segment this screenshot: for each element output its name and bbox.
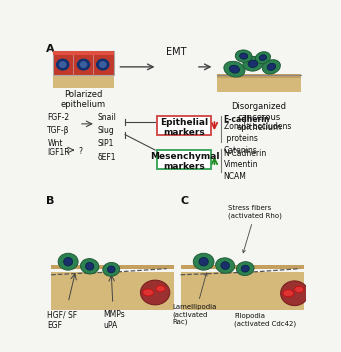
Text: FGF-2
TGF-β
Wnt: FGF-2 TGF-β Wnt [47, 113, 70, 149]
Ellipse shape [235, 50, 252, 62]
Ellipse shape [262, 59, 280, 74]
FancyBboxPatch shape [218, 75, 301, 92]
Ellipse shape [216, 258, 235, 273]
Text: Polarized
epithelium: Polarized epithelium [61, 90, 106, 109]
Ellipse shape [283, 290, 294, 297]
Text: A: A [46, 44, 55, 54]
Ellipse shape [259, 55, 267, 61]
FancyBboxPatch shape [53, 71, 114, 76]
Text: Snail
Slug
SIP1
δEF1: Snail Slug SIP1 δEF1 [98, 113, 116, 162]
Ellipse shape [77, 59, 90, 70]
Ellipse shape [97, 59, 109, 70]
FancyBboxPatch shape [218, 74, 301, 78]
Text: Stress fibers
(activated Rho): Stress fibers (activated Rho) [228, 206, 282, 253]
FancyBboxPatch shape [158, 116, 211, 136]
Text: ?: ? [79, 147, 83, 156]
Ellipse shape [295, 286, 304, 293]
Ellipse shape [221, 262, 229, 269]
Ellipse shape [59, 61, 66, 68]
Text: HGF/ SF
EGF: HGF/ SF EGF [47, 310, 77, 329]
Ellipse shape [241, 265, 249, 272]
Ellipse shape [229, 65, 239, 73]
Text: C: C [180, 196, 189, 206]
Text: E-cadherin: E-cadherin [224, 115, 270, 124]
FancyBboxPatch shape [53, 73, 114, 88]
Ellipse shape [103, 263, 120, 276]
Text: Disorganized
cancerous
epithelium: Disorganized cancerous epithelium [232, 102, 286, 132]
FancyBboxPatch shape [53, 51, 114, 55]
Text: MMPs
uPA: MMPs uPA [104, 310, 125, 329]
Ellipse shape [199, 257, 208, 266]
Ellipse shape [140, 280, 170, 305]
Ellipse shape [57, 59, 69, 70]
Text: B: B [46, 196, 54, 206]
Ellipse shape [80, 61, 87, 68]
Ellipse shape [58, 253, 78, 270]
Text: EMT: EMT [166, 47, 186, 57]
Ellipse shape [267, 63, 276, 70]
FancyBboxPatch shape [51, 272, 174, 310]
FancyBboxPatch shape [158, 150, 211, 169]
FancyBboxPatch shape [180, 272, 304, 310]
Text: Filopodia
(activated Cdc42): Filopodia (activated Cdc42) [235, 313, 297, 327]
Ellipse shape [156, 285, 165, 292]
Ellipse shape [64, 257, 73, 266]
Text: N-Cadherin
Vimentin
NCAM: N-Cadherin Vimentin NCAM [224, 149, 267, 181]
FancyBboxPatch shape [180, 265, 304, 269]
FancyBboxPatch shape [51, 265, 174, 269]
Ellipse shape [86, 263, 94, 270]
Text: Mesenchymal
markers: Mesenchymal markers [150, 152, 219, 171]
Ellipse shape [224, 61, 245, 77]
Ellipse shape [248, 60, 258, 68]
Text: Zonula occludens
 proteins
Catenins: Zonula occludens proteins Catenins [224, 122, 291, 155]
Ellipse shape [243, 56, 263, 71]
Text: IGF1R: IGF1R [47, 148, 70, 157]
Ellipse shape [80, 259, 99, 274]
Ellipse shape [99, 61, 107, 68]
Ellipse shape [255, 52, 270, 64]
FancyBboxPatch shape [53, 51, 114, 75]
Text: Epithelial
markers: Epithelial markers [160, 118, 208, 137]
Ellipse shape [240, 53, 248, 59]
Ellipse shape [143, 289, 153, 296]
Ellipse shape [236, 262, 254, 276]
Ellipse shape [193, 253, 214, 270]
Ellipse shape [281, 281, 308, 306]
Ellipse shape [107, 266, 115, 273]
Text: Lamellipodia
(activated
Rac): Lamellipodia (activated Rac) [173, 273, 217, 325]
